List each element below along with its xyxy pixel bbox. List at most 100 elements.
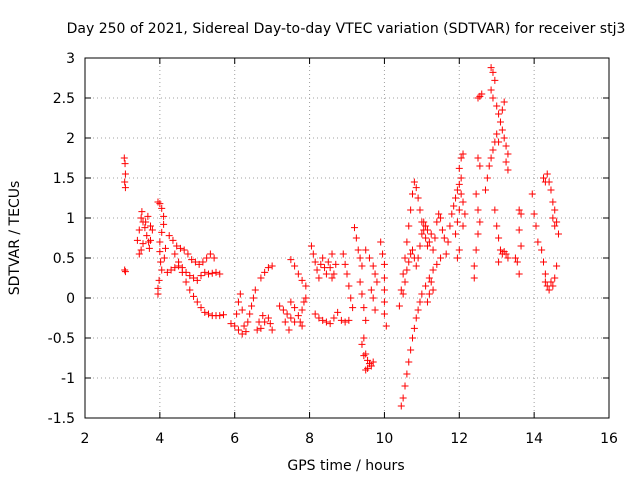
data-point	[409, 334, 416, 342]
data-point	[190, 292, 198, 300]
data-point	[365, 254, 373, 262]
data-point	[422, 222, 430, 230]
data-point	[540, 174, 547, 182]
data-point	[180, 246, 188, 254]
data-point	[470, 262, 478, 270]
y-tick-label: -1.5	[48, 411, 75, 427]
chart-title: Day 250 of 2021, Sidereal Day-to-day VTE…	[67, 21, 626, 37]
data-point	[412, 262, 420, 270]
data-point	[302, 282, 310, 290]
data-point	[553, 262, 561, 270]
data-point	[268, 262, 276, 270]
data-point	[538, 246, 546, 254]
data-point	[255, 318, 263, 326]
data-point	[487, 86, 495, 94]
data-point	[244, 318, 252, 326]
data-point	[474, 94, 482, 102]
data-point	[547, 278, 555, 286]
data-point	[377, 238, 385, 246]
data-point	[461, 210, 469, 218]
data-point	[157, 258, 165, 266]
data-point	[160, 254, 168, 262]
data-point	[264, 264, 272, 272]
data-point	[268, 326, 276, 334]
y-tick-label: 3	[66, 51, 75, 67]
data-point	[513, 258, 521, 266]
data-point	[120, 154, 128, 162]
data-point	[197, 272, 205, 280]
data-point	[233, 310, 241, 318]
data-point	[246, 310, 254, 318]
data-point	[279, 306, 287, 314]
data-point	[298, 322, 306, 330]
data-point	[193, 298, 201, 306]
data-point	[401, 254, 409, 262]
data-point	[298, 276, 306, 284]
data-point	[328, 250, 336, 258]
data-point	[219, 311, 227, 319]
data-point	[360, 304, 368, 312]
data-point	[121, 160, 129, 168]
data-point	[142, 218, 150, 226]
data-point	[156, 200, 164, 208]
x-tick-labels: 2 4 6 8 10 12 14 16	[81, 431, 618, 447]
data-point	[433, 260, 441, 268]
data-point	[330, 270, 338, 278]
data-point	[257, 324, 265, 332]
data-point	[216, 270, 224, 278]
data-point	[455, 180, 463, 188]
data-point	[148, 226, 156, 234]
data-point	[345, 282, 353, 290]
data-point	[405, 358, 413, 366]
data-point	[154, 198, 162, 206]
x-axis-title: GPS time / hours	[287, 458, 404, 474]
data-point	[208, 269, 216, 277]
data-point	[549, 214, 557, 222]
data-point	[176, 244, 184, 252]
plot-frame	[84, 57, 610, 419]
data-point	[358, 340, 366, 348]
y-tick-label: -0.5	[48, 331, 75, 347]
data-point	[276, 302, 284, 310]
data-point	[412, 314, 420, 322]
data-point	[326, 264, 334, 272]
data-point	[549, 198, 557, 206]
data-point	[309, 250, 317, 258]
data-point	[437, 254, 445, 262]
data-point	[158, 266, 166, 274]
data-point	[195, 260, 203, 268]
y-tick-label: 2.5	[53, 91, 75, 107]
data-point	[405, 222, 413, 230]
data-point	[201, 308, 209, 316]
data-point	[334, 308, 342, 316]
data-point	[528, 190, 536, 198]
data-point	[362, 316, 370, 324]
data-point	[341, 260, 349, 268]
data-point	[317, 260, 325, 268]
data-point	[429, 286, 437, 294]
data-point	[203, 254, 211, 262]
data-point	[358, 262, 366, 270]
data-point	[236, 290, 244, 298]
data-point	[515, 206, 523, 214]
data-point	[300, 298, 308, 306]
data-point	[171, 250, 179, 258]
x-tick-label: 10	[376, 431, 394, 447]
data-point	[553, 218, 561, 226]
data-point	[257, 274, 265, 282]
data-point	[470, 274, 478, 282]
data-point	[423, 242, 431, 250]
data-point	[517, 242, 525, 250]
data-point	[261, 268, 269, 276]
data-point	[251, 286, 259, 294]
data-point	[444, 238, 452, 246]
data-point	[167, 266, 175, 274]
data-point	[287, 314, 295, 322]
y-axis-title: SDTVAR / TECUs	[7, 181, 23, 296]
data-point	[287, 256, 295, 264]
data-point	[367, 286, 375, 294]
data-point	[253, 326, 261, 334]
x-tick-label: 14	[525, 431, 543, 447]
data-point	[498, 106, 506, 114]
